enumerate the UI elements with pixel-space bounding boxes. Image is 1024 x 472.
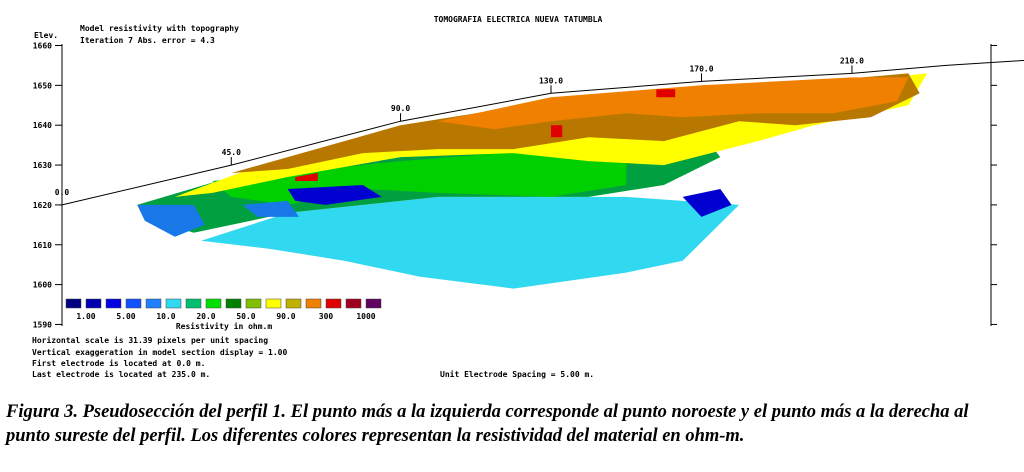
figure-caption: Figura 3. Pseudosección del perfil 1. El… [6,402,969,446]
resistivity-zone [438,77,909,130]
legend-swatch [65,298,82,309]
legend-value-label: 300 [319,312,334,321]
note-vertical-exaggeration: Vertical exaggeration in model section d… [32,347,287,357]
legend-swatch [265,298,282,309]
legend-value-label: 10.0 [156,312,175,321]
y-tick-label: 1660 [33,42,52,51]
subtitle-line-1: Model resistivity with topography [80,23,239,33]
topography-line [61,59,1024,206]
y-tick-label: 1650 [33,81,52,90]
resistivity-zone [295,173,318,181]
resistivity-zone [682,189,732,217]
legend-swatch [165,298,182,309]
y-tick-label: 1600 [33,281,52,290]
y-axis-label: Elev. [34,31,58,40]
x-tick-label: 170.0 [689,64,713,73]
legend-value-label: 50.0 [236,312,255,321]
legend-swatch [285,298,302,309]
legend-swatch [105,298,122,309]
x-tick-label: 130.0 [539,76,563,85]
legend-value-label: 1000 [356,312,375,321]
y-tick-label: 1590 [33,320,52,329]
resistivity-zone [201,196,740,289]
legend-swatch [365,298,382,309]
resistivity-zone [551,125,563,138]
resistivity-zone [242,200,299,217]
subtitle-line-2: Iteration 7 Abs. error = 4.3 [80,35,215,45]
y-tick-label: 1640 [33,121,52,130]
legend-swatch [85,298,102,309]
legend-swatch [185,298,202,309]
legend-swatch [345,298,362,309]
x-tick-label: 210.0 [840,56,864,65]
resistivity-zone [137,204,205,237]
legend-title: Resistivity in ohm.m [176,321,273,331]
y-tick-label: 1630 [33,161,52,170]
legend-swatch [125,298,142,309]
legend-swatch [305,298,322,309]
legend-value-label: 90.0 [276,312,295,321]
legend-swatch [325,298,342,309]
note-first-electrode: First electrode is located at 0.0 m. [32,358,205,368]
legend-swatch [245,298,262,309]
resistivity-zone [656,89,676,98]
legend-swatch [225,298,242,309]
chart-title: TOMOGRAFIA ELECTRICA NUEVA TATUMBLA [434,15,603,24]
legend-swatch [205,298,222,309]
note-electrode-spacing: Unit Electrode Spacing = 5.00 m. [440,369,594,379]
x-tick-label: 0.0 [55,188,70,197]
legend-value-label: 5.00 [116,312,135,321]
legend-value-label: 1.00 [76,312,95,321]
legend-value-label: 20.0 [196,312,215,321]
note-last-electrode: Last electrode is located at 235.0 m. [32,369,210,379]
y-tick-label: 1610 [33,241,52,250]
x-tick-label: 45.0 [222,148,241,157]
x-tick-label: 90.0 [391,104,410,113]
note-horizontal-scale: Horizontal scale is 31.39 pixels per uni… [32,335,268,345]
resistivity-zone [287,185,382,205]
y-tick-label: 1620 [33,201,52,210]
legend-swatch [145,298,162,309]
